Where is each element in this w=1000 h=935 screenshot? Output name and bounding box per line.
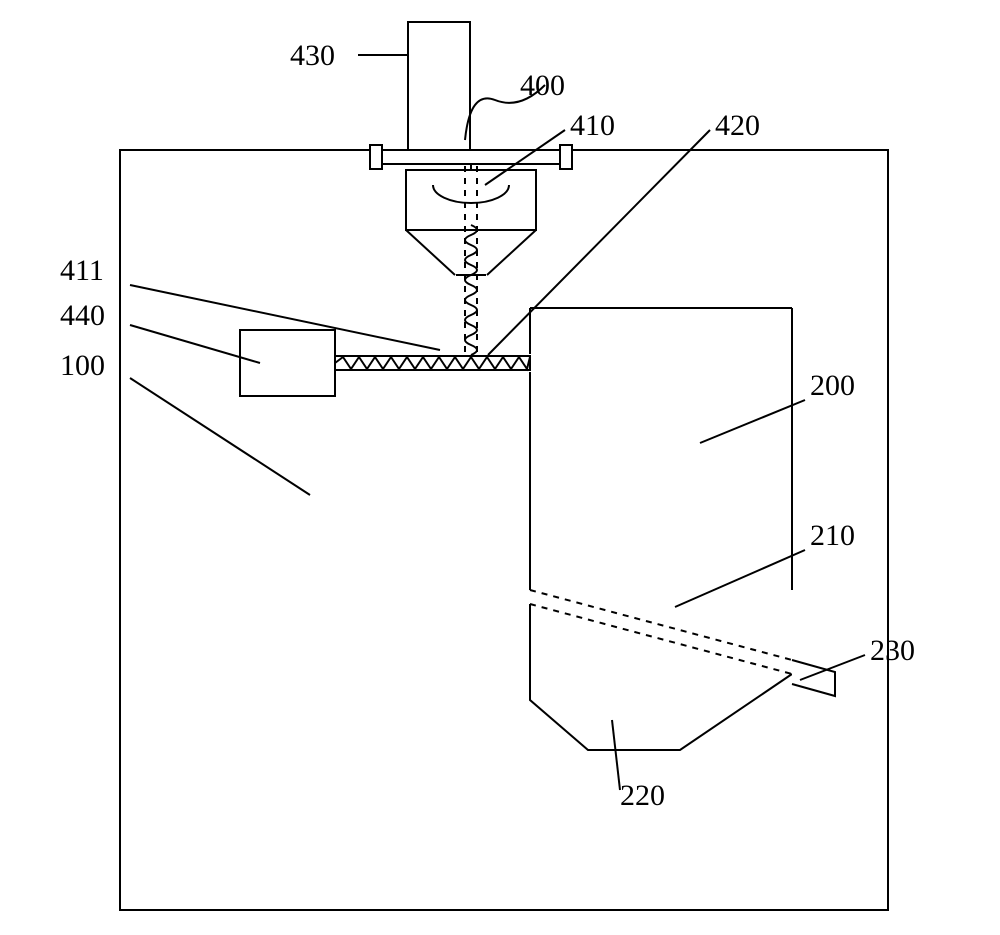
motor-440 <box>240 330 335 396</box>
flange-cap-left <box>370 145 382 169</box>
label-l200: 200 <box>810 369 855 402</box>
enclosure-100 <box>120 150 888 910</box>
label-l411: 411 <box>60 254 104 287</box>
label-l430: 430 <box>290 39 335 72</box>
label-l230: 230 <box>870 634 915 667</box>
label-l440: 440 <box>60 299 105 332</box>
label-l100: 100 <box>60 349 105 382</box>
label-l400: 400 <box>520 69 565 102</box>
flange-cap-right <box>560 145 572 169</box>
label-l420: 420 <box>715 109 760 142</box>
cylinder-430 <box>408 22 470 150</box>
hopper-upper-410 <box>406 170 536 230</box>
label-l220: 220 <box>620 779 665 812</box>
label-l210: 210 <box>810 519 855 552</box>
label-l410: 410 <box>570 109 615 142</box>
